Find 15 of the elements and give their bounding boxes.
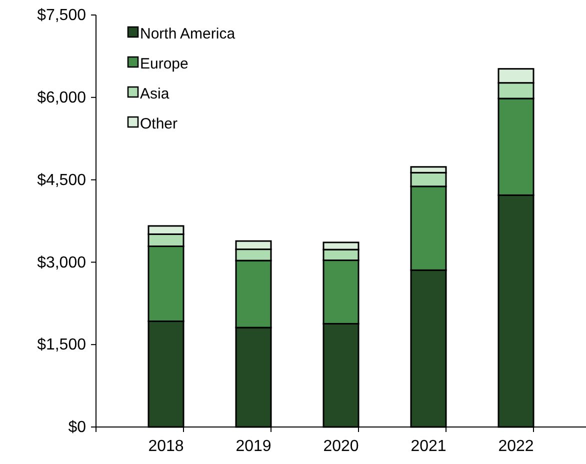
legend-label: Asia [140,85,170,102]
y-tick-label: $0 [68,419,86,436]
x-tick-label: 2022 [498,438,534,455]
y-tick-label: $6,000 [37,90,86,107]
legend-label: Other [140,115,178,132]
legend-label: Europe [140,55,188,72]
y-tick-label: $4,500 [37,172,86,189]
x-tick-label: 2020 [323,438,359,455]
y-tick-label: $3,000 [37,254,86,272]
x-tick-label: 2019 [236,438,272,455]
x-tick-label: 2021 [410,438,446,455]
x-tick-label: 2018 [148,438,184,455]
y-tick-label: $7,500 [37,7,86,24]
y-tick-label: $1,500 [37,336,86,354]
legend-label: North America [140,25,236,42]
